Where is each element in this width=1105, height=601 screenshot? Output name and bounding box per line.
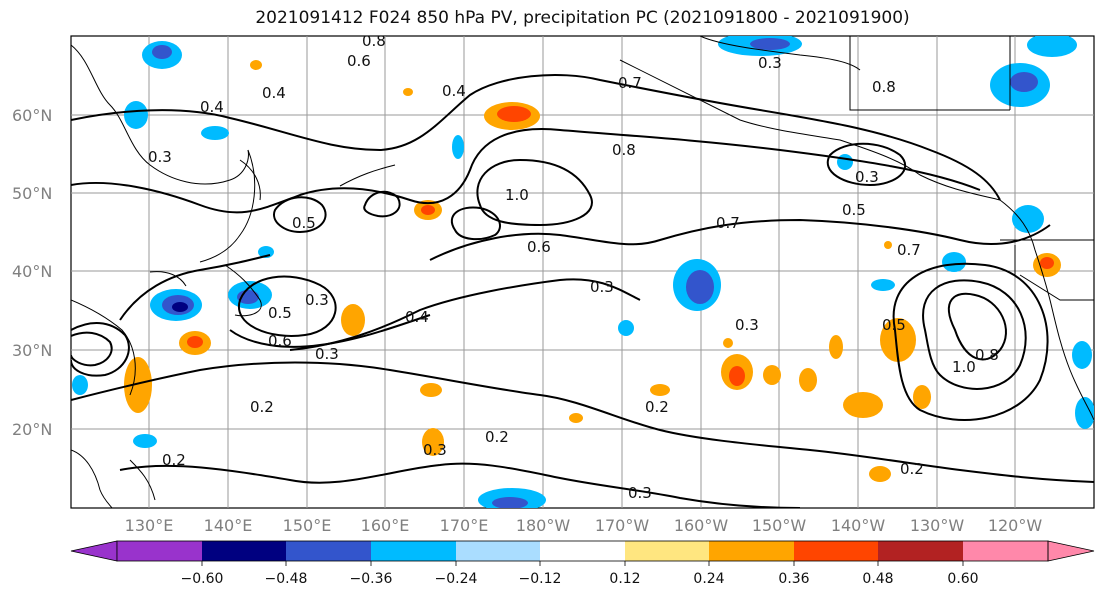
contour-label: 0.8	[362, 32, 386, 50]
contour-label: 0.4	[262, 84, 286, 102]
colorbar-tick-label: −0.12	[519, 571, 562, 587]
lon-tick-label: 180°W	[516, 516, 571, 535]
colorbar: −0.60 −0.48 −0.36 −0.24 −0.12 0.12 0.24 …	[70, 540, 1095, 587]
contour-label: 0.4	[200, 98, 224, 116]
contour-label: 0.3	[305, 291, 329, 309]
contour-label: 0.3	[423, 441, 447, 459]
lon-tick-label: 120°W	[988, 516, 1043, 535]
contour-label: 0.7	[618, 74, 642, 92]
contour-label: 1.0	[505, 186, 529, 204]
lon-tick-label: 160°E	[361, 516, 410, 535]
lon-tick-label: 170°E	[440, 516, 489, 535]
lon-tick-label: 140°E	[204, 516, 253, 535]
map-title: 2021091412 F024 850 hPa PV, precipitatio…	[255, 8, 910, 28]
colorbar-segment	[878, 541, 963, 561]
contour-label: 0.5	[842, 201, 866, 219]
contour-label: 0.7	[897, 241, 921, 259]
contour-label: 0.6	[268, 332, 292, 350]
contour-label: 0.3	[855, 168, 879, 186]
contour-label: 0.4	[405, 308, 429, 326]
contour-label: 0.6	[527, 238, 551, 256]
lat-tick-label: 20°N	[12, 420, 52, 439]
lat-tick-label: 60°N	[12, 106, 52, 125]
contour-label: 0.7	[716, 214, 740, 232]
colorbar-segment	[117, 541, 202, 561]
colorbar-segment	[456, 541, 540, 561]
contour-label: 0.5	[292, 214, 316, 232]
colorbar-segment	[540, 541, 625, 561]
longitude-axis: 130°E 140°E 150°E 160°E 170°E 180°W 170°…	[125, 516, 1043, 535]
colorbar-tick-label: 0.48	[862, 571, 893, 587]
contour-label: 0.3	[758, 54, 782, 72]
colorbar-segment	[963, 541, 1048, 561]
map-panel: 0.4 0.4 0.6 0.8 0.4 0.3 0.7 0.3 0.8 0.8 …	[70, 32, 1095, 509]
pv-contours	[71, 74, 1094, 508]
colorbar-tick-label: −0.48	[265, 571, 308, 587]
contour-label: 0.8	[975, 346, 999, 364]
contour-label: 0.8	[872, 78, 896, 96]
colorbar-segment	[202, 541, 286, 561]
colorbar-segment	[709, 541, 794, 561]
colorbar-tick-label: 0.24	[693, 571, 724, 587]
contour-label: 0.3	[148, 148, 172, 166]
contour-label: 0.6	[347, 52, 371, 70]
lat-tick-label: 30°N	[12, 341, 52, 360]
colorbar-tick-label: −0.24	[435, 571, 478, 587]
colorbar-tick-label: 0.12	[609, 571, 640, 587]
contour-label: 0.5	[268, 304, 292, 322]
contour-label: 0.3	[590, 278, 614, 296]
colorbar-extend-low	[70, 540, 118, 562]
lat-tick-label: 50°N	[12, 184, 52, 203]
contour-label: 0.2	[162, 451, 186, 469]
precip-positive-areas	[124, 60, 1061, 482]
colorbar-extend-high	[1047, 540, 1095, 562]
colorbar-tick-label: 0.60	[947, 571, 978, 587]
lon-tick-label: 160°W	[674, 516, 729, 535]
colorbar-tick-label: −0.60	[181, 571, 224, 587]
contour-label: 0.3	[315, 345, 339, 363]
lon-tick-label: 150°W	[752, 516, 807, 535]
precip-negative-areas	[72, 36, 1094, 508]
contour-label: 0.5	[882, 316, 906, 334]
colorbar-tick-label: −0.36	[350, 571, 393, 587]
contour-label: 0.2	[900, 460, 924, 478]
contour-labels: 0.4 0.4 0.6 0.8 0.4 0.3 0.7 0.3 0.8 0.8 …	[148, 32, 999, 502]
colorbar-segment	[794, 541, 878, 561]
colorbar-segment	[371, 541, 456, 561]
colorbar-segment	[286, 541, 371, 561]
latitude-axis: 60°N 50°N 40°N 30°N 20°N	[12, 106, 52, 439]
contour-label: 0.2	[250, 398, 274, 416]
lon-tick-label: 130°W	[910, 516, 965, 535]
contour-label: 0.3	[735, 316, 759, 334]
contour-label: 0.8	[612, 141, 636, 159]
colorbar-tick-label: 0.36	[778, 571, 809, 587]
lon-tick-label: 130°E	[125, 516, 174, 535]
lat-tick-label: 40°N	[12, 262, 52, 281]
lon-tick-label: 140°W	[831, 516, 886, 535]
contour-label: 1.0	[952, 358, 976, 376]
contour-label: 0.3	[628, 484, 652, 502]
contour-label: 0.2	[485, 428, 509, 446]
lon-tick-label: 150°E	[283, 516, 332, 535]
contour-label: 0.4	[442, 82, 466, 100]
contour-label: 0.2	[645, 398, 669, 416]
lon-tick-label: 170°W	[595, 516, 650, 535]
colorbar-segment	[625, 541, 709, 561]
